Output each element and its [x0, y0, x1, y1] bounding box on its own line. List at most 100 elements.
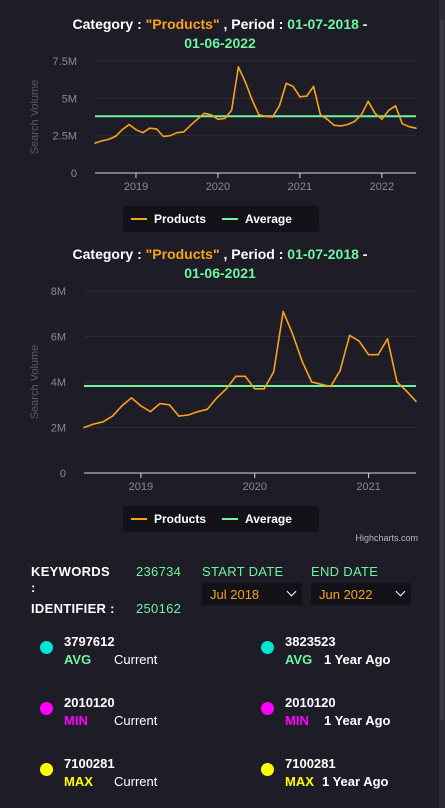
start-date-label: START DATE	[202, 564, 284, 579]
data-point	[329, 385, 332, 388]
data-point	[340, 125, 342, 127]
chart-2-plot: 0 2M 4M 6M 8M 2019 2020 2021 Search Volume	[29, 286, 417, 493]
data-point	[346, 123, 349, 126]
x-tick-label: 2020	[206, 181, 230, 193]
data-point	[178, 415, 180, 417]
chart-1-period-end: 01-06-2022	[184, 35, 256, 51]
data-point	[299, 96, 301, 98]
legend-item-products[interactable]: Products	[131, 512, 206, 526]
chart-1-plot: 0 2.5M 5M 7.5M 2019 2020 2021 2022 Search Volume	[29, 56, 417, 193]
chart-2-title-prefix: Category :	[72, 246, 146, 262]
legend-label-products: Products	[154, 212, 207, 226]
data-point	[114, 135, 117, 138]
data-point	[285, 82, 288, 85]
data-point	[130, 397, 133, 399]
data-point	[278, 105, 281, 107]
identifier-value: 250162	[136, 601, 182, 616]
chart-2-category: "Products"	[145, 246, 220, 262]
data-point	[292, 85, 294, 88]
data-point	[148, 127, 151, 129]
x-tick-label: 2021	[288, 181, 312, 193]
chart-2-period-label: , Period :	[219, 246, 288, 262]
max-current-period: Current	[114, 774, 158, 789]
data-point	[162, 135, 165, 138]
data-point	[187, 414, 190, 416]
chart-1-category: "Products"	[145, 16, 220, 32]
data-point	[94, 142, 96, 144]
avg-year-ago-value: 3823523	[285, 634, 336, 649]
chart-2-title: Category : "Products" , Period : 01-07-2…	[0, 245, 440, 283]
legend-item-average[interactable]: Average	[222, 212, 292, 226]
data-point	[168, 403, 171, 406]
page-scrollbar[interactable]	[439, 0, 445, 808]
data-point	[210, 113, 212, 116]
start-date-select[interactable]: Jul 2018	[202, 583, 302, 605]
data-point	[216, 397, 218, 399]
avg-year-ago-label: AVG	[285, 652, 313, 667]
data-point	[155, 128, 158, 130]
data-point	[83, 426, 85, 429]
data-point	[394, 105, 397, 107]
y-axis-label: Search Volume	[29, 345, 41, 420]
data-point	[121, 128, 124, 131]
data-point	[272, 370, 275, 373]
data-point	[206, 408, 209, 411]
y-tick-label: 5M	[62, 93, 77, 105]
min-year-ago-label: MIN	[285, 713, 309, 728]
products-series-line	[94, 66, 417, 144]
chevron-down-icon	[286, 586, 297, 597]
data-point	[312, 85, 315, 88]
end-date-label: END DATE	[311, 564, 379, 579]
data-point	[320, 383, 322, 386]
data-point	[386, 337, 389, 340]
data-point	[234, 375, 237, 378]
avg-current-dot	[40, 641, 53, 654]
legend-item-average[interactable]: Average	[222, 512, 292, 526]
data-point	[121, 405, 123, 407]
chart-2-period-end: 01-06-2021	[184, 265, 256, 281]
avg-current-value: 3797612	[64, 634, 115, 649]
data-point	[189, 124, 192, 127]
scrollbar-thumb[interactable]	[440, 20, 444, 720]
data-point	[142, 131, 144, 134]
y-tick-label: 4M	[51, 377, 66, 389]
highcharts-credits[interactable]: Highcharts.com	[355, 533, 418, 543]
chart-2-period-sep: -	[358, 246, 368, 262]
data-point	[197, 410, 199, 413]
max-current-value: 7100281	[64, 756, 115, 771]
data-point	[360, 113, 363, 116]
max-year-ago-value: 7100281	[285, 756, 336, 771]
data-point	[225, 388, 228, 390]
data-point	[387, 109, 390, 112]
avg-current-label: AVG	[64, 652, 92, 667]
data-point	[333, 124, 335, 127]
data-point	[301, 360, 303, 363]
min-current-dot	[40, 702, 53, 715]
y-tick-label: 0	[71, 168, 77, 180]
y-tick-label: 7.5M	[53, 56, 77, 68]
data-point	[367, 100, 369, 103]
legend-item-products[interactable]: Products	[131, 212, 206, 226]
data-point	[367, 353, 370, 356]
data-point	[319, 113, 322, 116]
x-tick-label: 2020	[243, 481, 267, 493]
data-point	[101, 140, 103, 142]
data-point	[401, 122, 404, 125]
data-point	[92, 423, 95, 425]
data-point	[196, 118, 199, 121]
products-series-line	[83, 310, 417, 429]
end-date-value: Jun 2022	[319, 586, 373, 602]
data-point	[107, 138, 110, 141]
data-point	[176, 131, 178, 134]
data-point	[291, 333, 294, 336]
data-point	[271, 116, 274, 118]
x-tick-label: 2019	[124, 181, 148, 193]
data-point	[169, 134, 171, 137]
data-point	[135, 128, 137, 131]
y-tick-label: 6M	[51, 332, 66, 344]
y-tick-label: 2M	[51, 423, 66, 435]
keywords-value: 236734	[136, 564, 182, 579]
y-axis-label: Search Volume	[29, 80, 41, 155]
max-year-ago-period: 1 Year Ago	[322, 774, 389, 789]
end-date-select[interactable]: Jun 2022	[311, 583, 411, 605]
